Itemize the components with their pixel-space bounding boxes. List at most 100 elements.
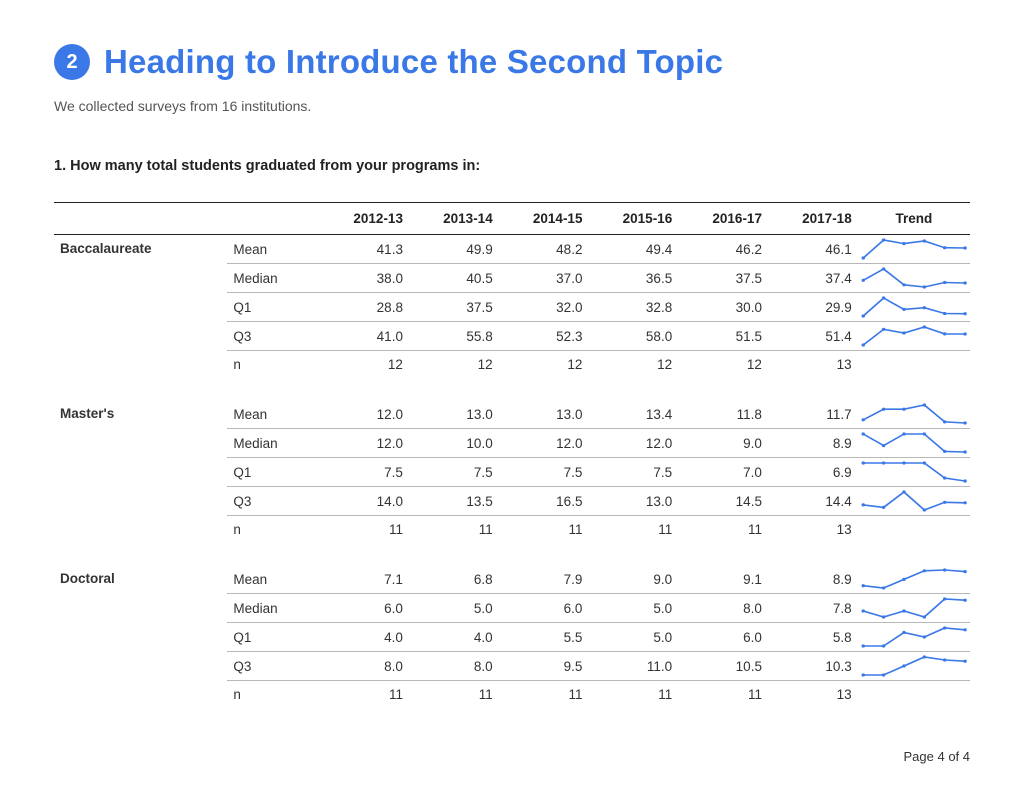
data-cell: 13.0	[499, 400, 589, 429]
sparkline-icon	[860, 402, 968, 426]
group-label: Master's	[54, 400, 227, 543]
data-cell: 51.5	[678, 322, 768, 351]
stat-label: Mean	[227, 565, 319, 594]
data-cell: 14.5	[678, 487, 768, 516]
page-subtitle: We collected surveys from 16 institution…	[54, 98, 970, 114]
trend-cell	[858, 652, 970, 681]
stat-label: Median	[227, 264, 319, 293]
data-cell: 37.0	[499, 264, 589, 293]
col-header-year: 2013-14	[409, 203, 499, 235]
data-cell: 32.8	[588, 293, 678, 322]
table-header: 2012-13 2013-14 2014-15 2015-16 2016-17 …	[54, 203, 970, 235]
data-cell: 6.9	[768, 458, 858, 487]
group-gap	[54, 378, 970, 400]
data-cell: 9.1	[678, 565, 768, 594]
data-table: 2012-13 2013-14 2014-15 2015-16 2016-17 …	[54, 202, 970, 708]
data-cell: 37.4	[768, 264, 858, 293]
stat-label: n	[227, 681, 319, 709]
data-cell: 12.0	[588, 429, 678, 458]
table-row: Master'sMean12.013.013.013.411.811.7	[54, 400, 970, 429]
data-cell: 9.0	[678, 429, 768, 458]
col-header-year: 2012-13	[319, 203, 409, 235]
data-cell: 7.8	[768, 594, 858, 623]
data-cell: 11	[409, 681, 499, 709]
data-cell: 8.0	[409, 652, 499, 681]
data-cell: 11.0	[588, 652, 678, 681]
question-text: 1. How many total students graduated fro…	[54, 158, 970, 174]
data-cell: 8.9	[768, 565, 858, 594]
sparkline-icon	[860, 237, 968, 261]
sparkline-icon	[860, 625, 968, 649]
data-cell: 48.2	[499, 235, 589, 264]
page-footer: Page 4 of 4	[904, 749, 971, 764]
trend-cell	[858, 516, 970, 544]
data-cell: 8.9	[768, 429, 858, 458]
data-cell: 49.9	[409, 235, 499, 264]
sparkline-icon	[860, 266, 968, 290]
data-cell: 30.0	[678, 293, 768, 322]
data-cell: 5.5	[499, 623, 589, 652]
data-cell: 10.3	[768, 652, 858, 681]
data-cell: 7.0	[678, 458, 768, 487]
stat-label: Q3	[227, 322, 319, 351]
data-cell: 12.0	[319, 429, 409, 458]
data-cell: 11	[499, 516, 589, 544]
data-cell: 13.4	[588, 400, 678, 429]
data-cell: 13.0	[588, 487, 678, 516]
data-cell: 41.0	[319, 322, 409, 351]
data-cell: 7.5	[499, 458, 589, 487]
trend-cell	[858, 351, 970, 379]
data-cell: 8.0	[319, 652, 409, 681]
data-cell: 55.8	[409, 322, 499, 351]
data-cell: 12	[319, 351, 409, 379]
col-header-year: 2014-15	[499, 203, 589, 235]
trend-cell	[858, 293, 970, 322]
data-cell: 7.9	[499, 565, 589, 594]
sparkline-icon	[860, 324, 968, 348]
trend-cell	[858, 623, 970, 652]
data-cell: 16.5	[499, 487, 589, 516]
data-cell: 37.5	[409, 293, 499, 322]
data-cell: 14.4	[768, 487, 858, 516]
data-cell: 12	[678, 351, 768, 379]
table-body: BaccalaureateMean41.349.948.249.446.246.…	[54, 235, 970, 709]
col-header-year: 2017-18	[768, 203, 858, 235]
data-cell: 12	[409, 351, 499, 379]
data-cell: 9.5	[499, 652, 589, 681]
data-cell: 49.4	[588, 235, 678, 264]
stat-label: Q1	[227, 623, 319, 652]
data-cell: 58.0	[588, 322, 678, 351]
title-row: 2 Heading to Introduce the Second Topic	[54, 44, 970, 80]
data-cell: 51.4	[768, 322, 858, 351]
data-cell: 11	[409, 516, 499, 544]
data-cell: 11	[678, 516, 768, 544]
section-number: 2	[66, 51, 77, 74]
data-cell: 6.0	[678, 623, 768, 652]
data-cell: 52.3	[499, 322, 589, 351]
data-cell: 11	[319, 516, 409, 544]
data-cell: 13	[768, 516, 858, 544]
data-cell: 12	[588, 351, 678, 379]
sparkline-icon	[860, 489, 968, 513]
data-cell: 11.8	[678, 400, 768, 429]
data-cell: 11	[499, 681, 589, 709]
stat-label: Q3	[227, 652, 319, 681]
sparkline-icon	[860, 431, 968, 455]
data-cell: 12	[499, 351, 589, 379]
data-cell: 4.0	[409, 623, 499, 652]
trend-cell	[858, 235, 970, 264]
trend-cell	[858, 400, 970, 429]
data-cell: 11	[588, 681, 678, 709]
stat-label: Median	[227, 594, 319, 623]
data-cell: 36.5	[588, 264, 678, 293]
col-header-group	[54, 203, 227, 235]
trend-cell	[858, 681, 970, 709]
section-number-badge: 2	[54, 44, 90, 80]
trend-cell	[858, 565, 970, 594]
col-header-year: 2016-17	[678, 203, 768, 235]
data-cell: 38.0	[319, 264, 409, 293]
data-cell: 13	[768, 681, 858, 709]
data-cell: 6.8	[409, 565, 499, 594]
trend-cell	[858, 264, 970, 293]
data-cell: 10.0	[409, 429, 499, 458]
